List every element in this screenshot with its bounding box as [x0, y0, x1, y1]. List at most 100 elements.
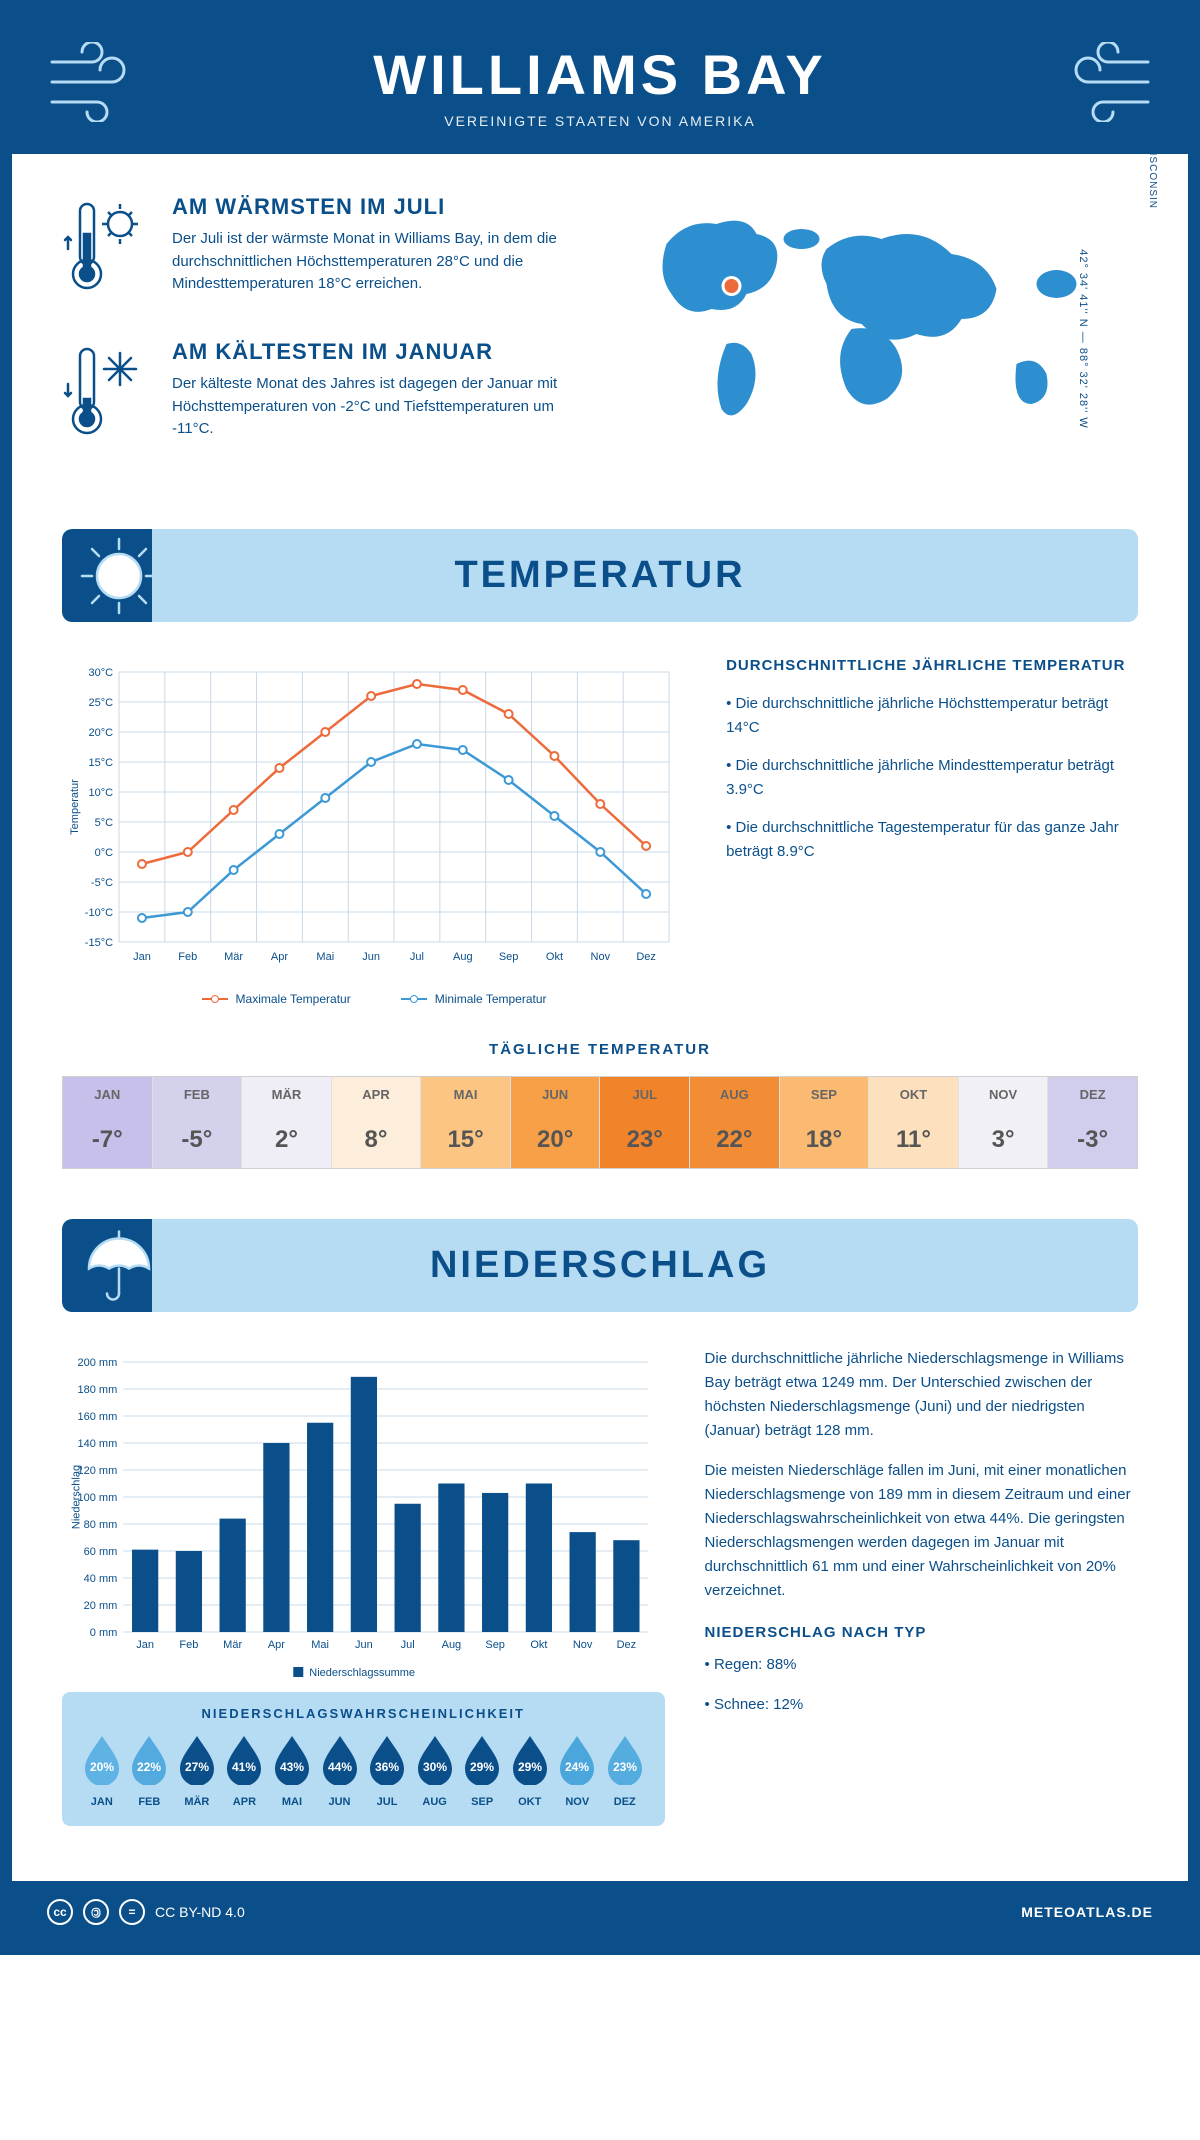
svg-text:Apr: Apr — [271, 951, 288, 963]
warmest-text: Der Juli ist der wärmste Monat in Willia… — [172, 228, 585, 296]
prob-cell: 41% APR — [223, 1733, 267, 1808]
temperature-line-chart: -15°C-10°C-5°C0°C5°C10°C15°C20°C25°C30°C… — [62, 657, 686, 977]
state-label: WISCONSIN — [1147, 142, 1158, 209]
svg-text:30°C: 30°C — [88, 667, 113, 679]
sun-icon — [74, 531, 164, 621]
svg-text:100 mm: 100 mm — [78, 1492, 118, 1504]
svg-text:44%: 44% — [327, 1760, 351, 1774]
prob-cell: 44% JUN — [318, 1733, 362, 1808]
prob-cell: 27% MÄR — [175, 1733, 219, 1808]
svg-text:Jan: Jan — [136, 1639, 154, 1651]
temperature-legend: Maximale Temperatur Minimale Temperatur — [62, 992, 686, 1006]
svg-text:Jul: Jul — [410, 951, 424, 963]
svg-text:Sep: Sep — [485, 1639, 505, 1651]
daily-temp-cell: APR8° — [332, 1077, 422, 1168]
daily-temp-cell: AUG22° — [690, 1077, 780, 1168]
precipitation-bar-chart: 0 mm20 mm40 mm60 mm80 mm100 mm120 mm140 … — [62, 1347, 665, 1687]
prob-cell: 29% OKT — [508, 1733, 552, 1808]
precip-p2: Die meisten Niederschläge fallen im Juni… — [705, 1459, 1138, 1603]
page-subtitle: VEREINIGTE STAATEN VON AMERIKA — [32, 113, 1168, 129]
svg-text:Okt: Okt — [530, 1639, 547, 1651]
prob-cell: 36% JUL — [365, 1733, 409, 1808]
svg-text:Jul: Jul — [401, 1639, 415, 1651]
svg-text:Nov: Nov — [591, 951, 611, 963]
site-name: METEOATLAS.DE — [1021, 1904, 1153, 1920]
avg-temp-b3: • Die durchschnittliche Tagestemperatur … — [726, 816, 1138, 864]
legend-max-label: Maximale Temperatur — [236, 992, 351, 1006]
prob-cell: 22% FEB — [128, 1733, 172, 1808]
svg-text:29%: 29% — [518, 1760, 542, 1774]
svg-text:Niederschlag: Niederschlag — [70, 1465, 82, 1529]
prob-title: NIEDERSCHLAGSWAHRSCHEINLICHKEIT — [80, 1706, 647, 1721]
coldest-block: AM KÄLTESTEN IM JANUAR Der kälteste Mona… — [62, 339, 585, 454]
precip-t1: • Regen: 88% — [705, 1653, 1138, 1677]
umbrella-icon — [74, 1223, 159, 1308]
svg-text:Sep: Sep — [499, 951, 519, 963]
svg-text:40 mm: 40 mm — [84, 1573, 118, 1585]
prob-cell: 24% NOV — [555, 1733, 599, 1808]
world-map — [615, 194, 1138, 454]
svg-text:43%: 43% — [280, 1760, 304, 1774]
svg-text:24%: 24% — [565, 1760, 589, 1774]
precipitation-heading: NIEDERSCHLAG — [92, 1244, 1108, 1287]
intro-section: AM WÄRMSTEN IM JULI Der Juli ist der wär… — [62, 194, 1138, 484]
svg-text:5°C: 5°C — [95, 817, 114, 829]
svg-text:Nov: Nov — [573, 1639, 593, 1651]
avg-temp-heading: DURCHSCHNITTLICHE JÄHRLICHE TEMPERATUR — [726, 657, 1138, 674]
svg-text:0°C: 0°C — [95, 847, 114, 859]
svg-text:60 mm: 60 mm — [84, 1546, 118, 1558]
warmest-block: AM WÄRMSTEN IM JULI Der Juli ist der wär… — [62, 194, 585, 309]
prob-cell: 30% AUG — [413, 1733, 457, 1808]
page-footer: cc 🄯 = CC BY-ND 4.0 METEOATLAS.DE — [12, 1881, 1188, 1943]
svg-text:200 mm: 200 mm — [78, 1357, 118, 1369]
prob-cell: 43% MAI — [270, 1733, 314, 1808]
coordinates: 42° 34' 41'' N — 88° 32' 28'' W — [1077, 249, 1089, 429]
svg-text:Apr: Apr — [268, 1639, 285, 1651]
daily-temp-cell: MAI15° — [421, 1077, 511, 1168]
svg-text:-10°C: -10°C — [85, 907, 113, 919]
page-header: WILLIAMS BAY VEREINIGTE STAATEN VON AMER… — [12, 12, 1188, 154]
svg-text:Temperatur: Temperatur — [69, 779, 81, 835]
svg-text:27%: 27% — [185, 1760, 209, 1774]
coldest-text: Der kälteste Monat des Jahres ist dagege… — [172, 373, 585, 441]
thermometer-hot-icon — [62, 194, 152, 309]
svg-text:Dez: Dez — [617, 1639, 637, 1651]
svg-text:Niederschlagssumme: Niederschlagssumme — [309, 1667, 415, 1679]
svg-text:Aug: Aug — [442, 1639, 462, 1651]
daily-temp-cell: DEZ-3° — [1048, 1077, 1137, 1168]
svg-text:23%: 23% — [613, 1760, 637, 1774]
temperature-banner: TEMPERATUR — [62, 529, 1138, 622]
svg-text:20 mm: 20 mm — [84, 1600, 118, 1612]
cc-nd-icon: = — [119, 1899, 145, 1925]
svg-text:0 mm: 0 mm — [90, 1627, 118, 1639]
svg-text:Mai: Mai — [316, 951, 334, 963]
prob-cell: 23% DEZ — [603, 1733, 647, 1808]
svg-text:Jan: Jan — [133, 951, 151, 963]
daily-temp-cell: MÄR2° — [242, 1077, 332, 1168]
svg-text:15°C: 15°C — [88, 757, 113, 769]
svg-text:Feb: Feb — [179, 1639, 198, 1651]
svg-text:Feb: Feb — [178, 951, 197, 963]
svg-text:Aug: Aug — [453, 951, 473, 963]
cc-icon: cc — [47, 1899, 73, 1925]
svg-text:-5°C: -5°C — [91, 877, 113, 889]
wind-icon — [1043, 42, 1153, 122]
avg-temp-b1: • Die durchschnittliche jährliche Höchst… — [726, 692, 1138, 740]
daily-temp-cell: SEP18° — [780, 1077, 870, 1168]
svg-text:25°C: 25°C — [88, 697, 113, 709]
svg-text:Okt: Okt — [546, 951, 563, 963]
svg-text:Mär: Mär — [223, 1639, 242, 1651]
precip-p1: Die durchschnittliche jährliche Niedersc… — [705, 1347, 1138, 1443]
precipitation-banner: NIEDERSCHLAG — [62, 1219, 1138, 1312]
precip-type-heading: NIEDERSCHLAG NACH TYP — [705, 1621, 1138, 1645]
svg-text:Jun: Jun — [355, 1639, 373, 1651]
svg-text:41%: 41% — [232, 1760, 256, 1774]
thermometer-cold-icon — [62, 339, 152, 454]
svg-text:140 mm: 140 mm — [78, 1438, 118, 1450]
avg-temp-b2: • Die durchschnittliche jährliche Mindes… — [726, 754, 1138, 802]
svg-text:10°C: 10°C — [88, 787, 113, 799]
svg-text:30%: 30% — [423, 1760, 447, 1774]
precip-t2: • Schnee: 12% — [705, 1693, 1138, 1717]
daily-temp-title: TÄGLICHE TEMPERATUR — [62, 1041, 1138, 1058]
daily-temp-cell: NOV3° — [959, 1077, 1049, 1168]
